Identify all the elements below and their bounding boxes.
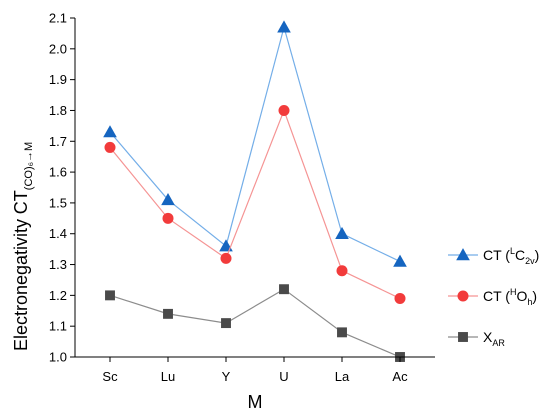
legend-marker-ct-c2v [456, 248, 470, 261]
y-axis-title-electronegativity: Electronegativity [11, 219, 31, 351]
legend-label-pre: CT ( [483, 247, 510, 263]
legend-label-xar: XAR [483, 329, 505, 348]
legend-label-base: C [515, 247, 525, 263]
point-ct-c2v-ac [393, 254, 407, 267]
series-line-ct-oh [109, 108, 401, 299]
point-ct-oh-lu [162, 212, 174, 224]
point-ct-c2v-la [335, 226, 349, 240]
x-tick-label: Y [222, 369, 231, 384]
point-xar-y [221, 318, 231, 329]
legend-label-sub: AR [492, 338, 505, 348]
y-axis-title-main: CT [11, 190, 31, 214]
y-tick-label: 1.7 [49, 134, 67, 149]
x-tick-label: La [335, 369, 350, 384]
point-xar-sc [105, 290, 115, 301]
point-ct-oh-sc [104, 141, 116, 153]
legend-label-post: ) [535, 247, 540, 263]
legend-label-sub: h [527, 297, 532, 307]
y-tick-label: 1.9 [49, 72, 67, 87]
legend-label-base: O [516, 288, 527, 304]
y-tick-label: 1.5 [49, 195, 67, 210]
series-line-xar [109, 288, 401, 358]
x-tick-label: Ac [392, 369, 408, 384]
y-axis-title-sub: (CO)₆→M [23, 142, 35, 190]
point-ct-c2v-sc [103, 125, 117, 138]
legend-entry-ct-c2v: CT (LC2v) [448, 246, 539, 266]
point-ct-c2v-u [277, 20, 291, 33]
point-ct-oh-u [278, 104, 290, 116]
legend: CT (LC2v)CT (HOh)XAR [448, 246, 539, 348]
legend-marker-xar [458, 332, 468, 342]
point-xar-lu [163, 308, 173, 319]
plot-area [103, 20, 407, 362]
legend-label-sub: 2v [525, 256, 535, 266]
legend-entry-ct-oh: CT (HOh) [448, 287, 537, 307]
legend-label-sup: L [510, 246, 515, 256]
y-tick-label: 1.4 [49, 226, 67, 241]
series-line-ct-c2v [109, 24, 401, 263]
point-ct-oh-ac [394, 292, 406, 304]
x-tick-label: Sc [102, 369, 118, 384]
y-tick-label: 1.8 [49, 103, 67, 118]
point-ct-oh-y [220, 252, 232, 264]
legend-marker-ct-oh [457, 290, 469, 302]
legend-label-post: ) [532, 288, 537, 304]
legend-label-pre: CT ( [483, 288, 510, 304]
point-ct-oh-la [336, 265, 348, 277]
y-tick-label: 1.1 [49, 319, 67, 334]
y-axis-title: CT(CO)₆→M [11, 142, 35, 214]
axes: 1.0 1.1 1.2 1.3 1.4 1.5 1.6 1.7 1.8 1.9 2.0 2.1 Sc Lu… [11, 11, 435, 412]
legend-label-ct-oh: CT (HOh) [483, 287, 537, 307]
point-xar-u [279, 284, 289, 295]
y-tick-label: 1.2 [49, 288, 67, 303]
y-tick-label: 2.1 [49, 11, 67, 26]
legend-label-base: X [483, 329, 493, 345]
x-tick-label: U [279, 369, 288, 384]
legend-entry-xar: XAR [448, 329, 505, 348]
y-tick-label: 1.3 [49, 257, 67, 272]
x-axis-title: M [248, 392, 263, 412]
y-tick-label: 1.0 [49, 350, 67, 365]
point-xar-la [337, 327, 347, 338]
y-tick-label: 1.6 [49, 165, 67, 180]
x-tick-label: Lu [161, 369, 175, 384]
y-tick-label: 2.0 [49, 41, 67, 56]
legend-label-ct-c2v: CT (LC2v) [483, 246, 539, 266]
point-ct-c2v-lu [161, 193, 175, 206]
legend-label-sup: H [510, 287, 517, 297]
